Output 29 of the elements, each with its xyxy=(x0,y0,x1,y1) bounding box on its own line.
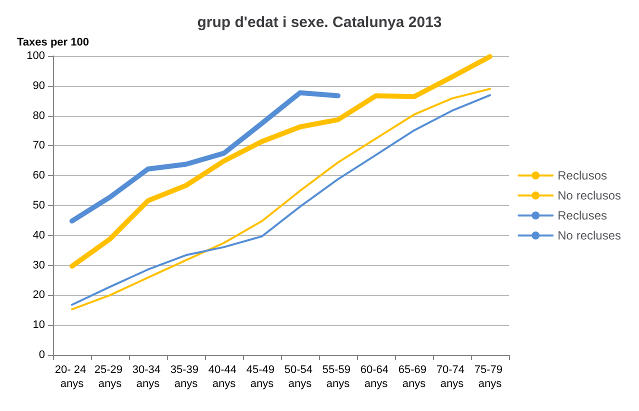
x-tick-label: 55-59 anys xyxy=(322,364,354,390)
y-tick-label: 10 xyxy=(32,319,45,332)
x-tick-label: 60-64 anys xyxy=(360,364,392,390)
y-tick-label: 50 xyxy=(32,200,45,212)
y-tick-label: 90 xyxy=(32,80,45,92)
y-tick-label: 30 xyxy=(32,259,45,272)
y-tick-label: 60 xyxy=(32,170,45,182)
x-tick-label: 65-69 anys xyxy=(398,364,430,390)
x-tick-label: 40-44 anys xyxy=(208,364,240,390)
x-tick-label: 20- 24 anys xyxy=(54,364,90,390)
y-tick-label: 0 xyxy=(38,349,45,361)
y-axis-title: Taxes per 100 xyxy=(17,36,89,48)
y-tick-label: 70 xyxy=(32,140,45,152)
y-tick-label: 20 xyxy=(32,289,45,302)
legend-label: Recluses xyxy=(558,208,607,222)
y-tick-label: 80 xyxy=(32,110,45,122)
x-tick-label: 35-39 anys xyxy=(170,364,202,390)
legend-label: No recluses xyxy=(558,228,621,242)
chart-title: grup d'edat i sexe. Catalunya 2013 xyxy=(197,14,442,31)
legend-label: Reclusos xyxy=(558,168,607,182)
x-tick-label: 75-79 anys xyxy=(474,364,506,390)
x-tick-label: 50-54 anys xyxy=(284,364,316,390)
y-tick-label: 100 xyxy=(26,50,45,62)
legend-label: No reclusos xyxy=(558,188,621,202)
y-tick-label: 40 xyxy=(32,229,45,242)
x-tick-label: 70-74 anys xyxy=(436,364,468,390)
x-tick-label: 45-49 anys xyxy=(246,364,278,390)
x-tick-label: 30-34 anys xyxy=(132,364,164,390)
x-tick-label: 25-29 anys xyxy=(94,364,126,390)
